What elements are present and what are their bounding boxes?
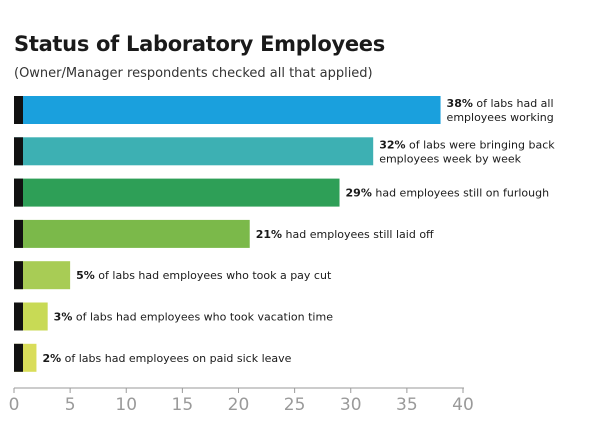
bar	[14, 178, 340, 207]
x-tick-label: 40	[452, 395, 474, 415]
bar	[14, 137, 374, 166]
x-tick-label: 15	[172, 395, 194, 415]
bar	[14, 96, 441, 124]
bar-label-text: employees working	[447, 111, 554, 124]
bar-label: 3% of labs had employees who took vacati…	[54, 311, 334, 324]
x-tick-label: 5	[65, 395, 76, 415]
bar-label-text: had employees still on furlough	[372, 187, 549, 200]
bar-label-text: of labs had employees on paid sick leave	[61, 352, 292, 365]
bar-label: 5% of labs had employees who took a pay …	[76, 269, 332, 282]
bar-marker	[14, 178, 23, 207]
bar-label-text: of labs had all	[473, 97, 554, 110]
bar-label: 29% had employees still on furlough	[346, 187, 550, 200]
bar-value-label: 5%	[76, 269, 95, 282]
bar-label: 32% of labs were bringing back	[379, 138, 555, 151]
x-tick-label: 0	[9, 395, 20, 415]
bar-marker	[14, 137, 23, 166]
bar-label-text: employees week by week	[379, 152, 521, 165]
bar-label-text: of labs were bringing back	[406, 138, 556, 151]
x-tick-label: 35	[396, 395, 418, 415]
bar-value-label: 32%	[379, 138, 405, 151]
bar-label: employees working	[447, 111, 554, 124]
bar-group: 2% of labs had employees on paid sick le…	[14, 343, 292, 372]
bar-value-label: 38%	[447, 97, 473, 110]
x-tick-label: 20	[228, 395, 250, 415]
bar-label-text: of labs had employees who took vacation …	[72, 311, 333, 324]
bar-group: 32% of labs were bringing backemployees …	[14, 137, 555, 166]
bar-marker	[14, 96, 23, 124]
x-tick-label: 30	[340, 395, 362, 415]
bar-label-text: had employees still laid off	[282, 228, 434, 241]
bar-label: employees week by week	[379, 152, 521, 165]
bar-marker	[14, 343, 23, 372]
bar-value-label: 29%	[346, 187, 372, 200]
chart-title: Status of Laboratory Employees	[14, 32, 385, 56]
bar-group: 29% had employees still on furlough	[14, 178, 550, 207]
bar-value-label: 21%	[256, 228, 282, 241]
bar-group: 3% of labs had employees who took vacati…	[14, 302, 334, 331]
bar-label: 2% of labs had employees on paid sick le…	[42, 352, 291, 365]
bar	[14, 261, 71, 290]
bar-marker	[14, 219, 23, 248]
bar-marker	[14, 261, 23, 290]
bar-group: 5% of labs had employees who took a pay …	[14, 261, 332, 290]
bar-label: 21% had employees still laid off	[256, 228, 434, 241]
bar-label-text: of labs had employees who took a pay cut	[95, 269, 332, 282]
chart-subtitle: (Owner/Manager respondents checked all t…	[14, 66, 373, 81]
bar-marker	[14, 302, 23, 331]
bar-value-label: 3%	[54, 311, 73, 324]
x-tick-label: 10	[115, 395, 137, 415]
bar	[14, 219, 250, 248]
bar-label: 38% of labs had all	[447, 97, 554, 110]
bar-value-label: 2%	[42, 352, 61, 365]
bar-group: 21% had employees still laid off	[14, 219, 434, 248]
x-tick-label: 25	[284, 395, 306, 415]
